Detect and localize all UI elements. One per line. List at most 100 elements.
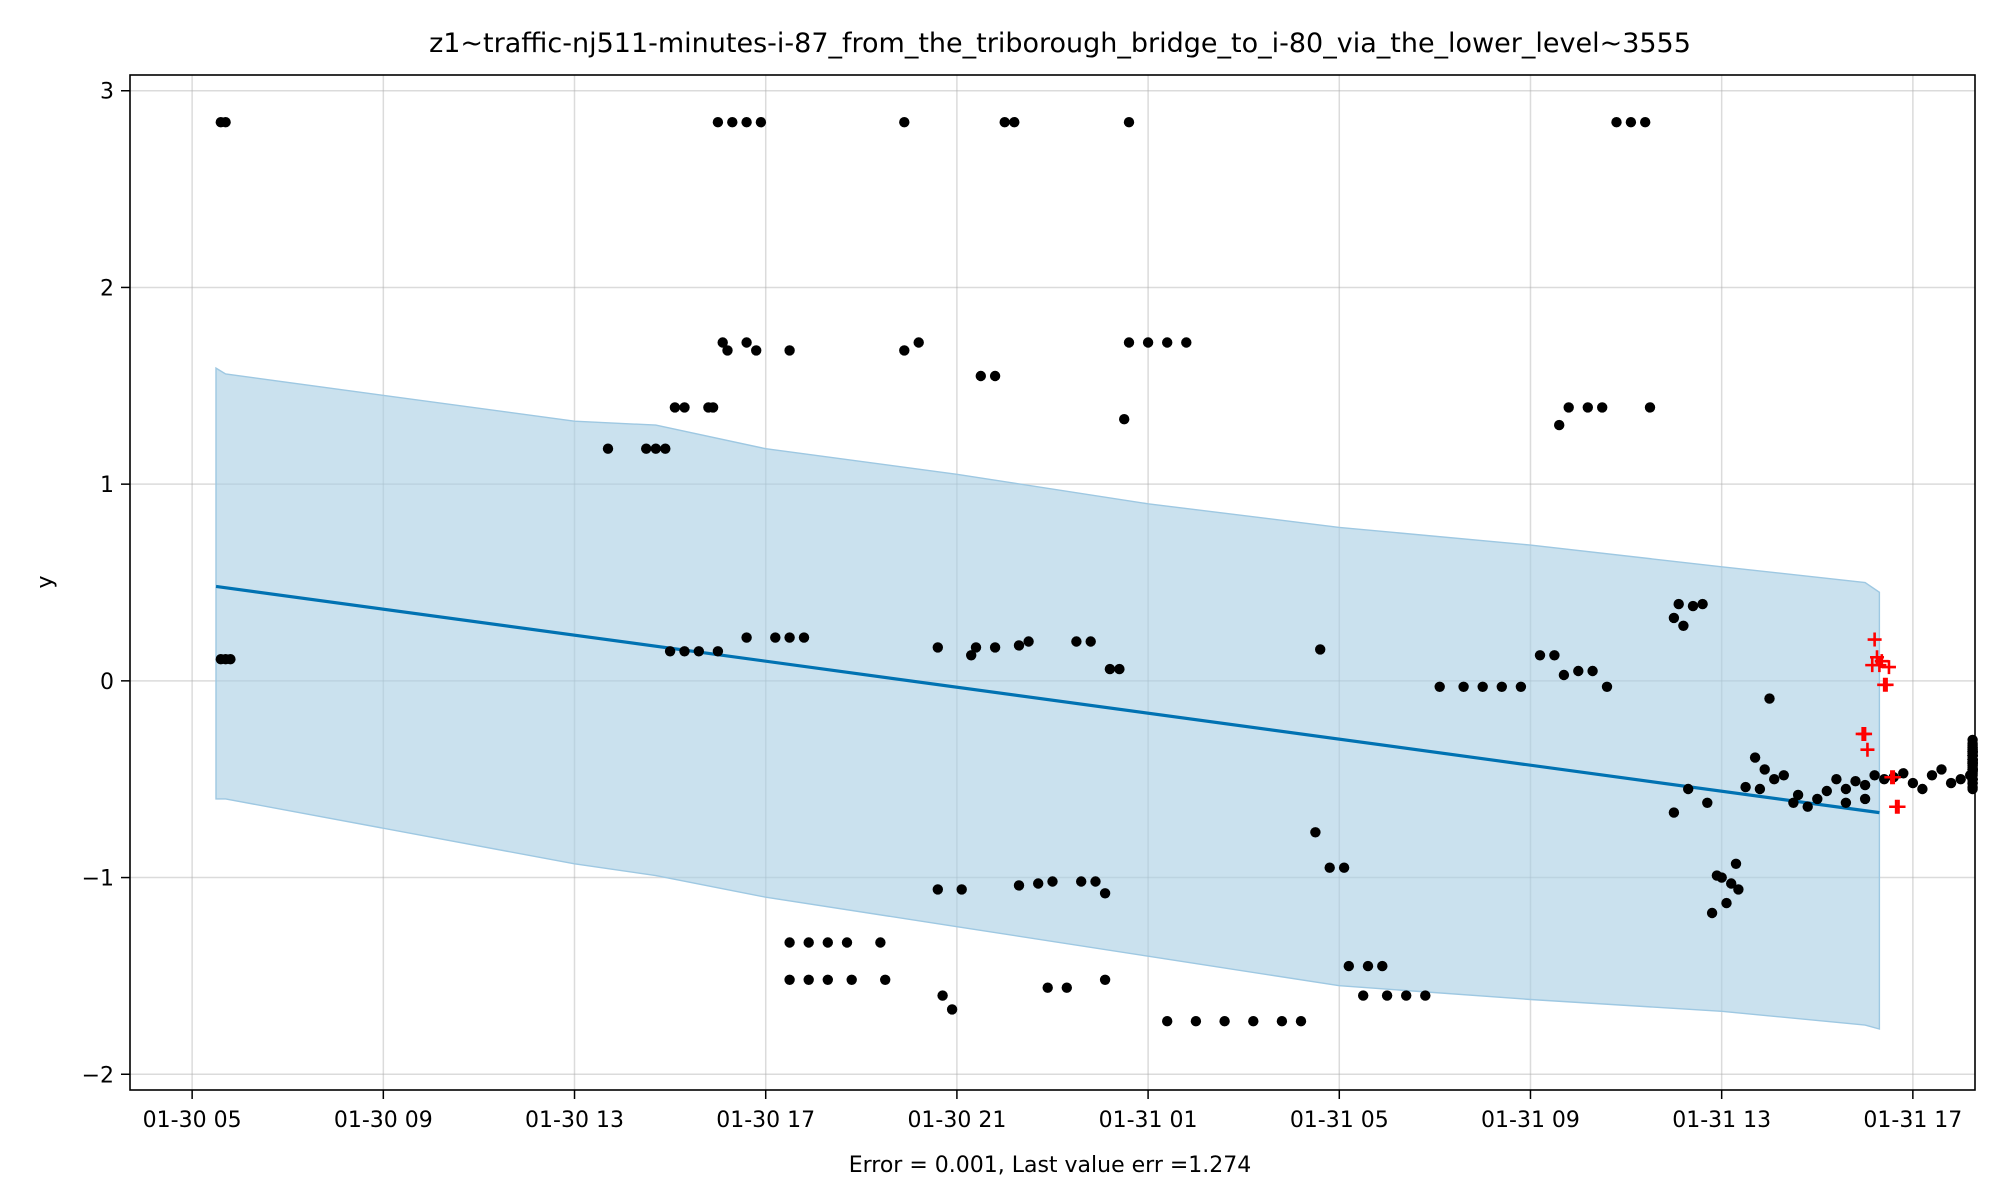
observed-point: [1859, 779, 1871, 791]
observed-point: [1597, 402, 1608, 413]
observed-point: [784, 345, 795, 356]
observed-point: [660, 443, 671, 454]
observed-point: [1936, 764, 1947, 775]
observed-point: [1377, 960, 1388, 972]
observed-point: [1840, 797, 1852, 808]
observed-point: [722, 345, 733, 356]
x-tick-label: 01-31 17: [1863, 1108, 1962, 1133]
observed-point: [1721, 897, 1732, 909]
observed-point: [1730, 858, 1742, 869]
observed-point: [1458, 681, 1469, 692]
observed-point: [841, 937, 853, 948]
observed-point: [1496, 681, 1508, 692]
observed-point: [1716, 872, 1727, 883]
forecast-point: [1874, 654, 1889, 669]
observed-point: [803, 974, 814, 985]
observed-point: [1582, 402, 1594, 413]
observed-point: [1821, 785, 1833, 797]
observed-point: [1534, 650, 1546, 661]
observed-point: [1558, 669, 1570, 681]
observed-point: [1687, 600, 1699, 612]
observed-point: [712, 117, 724, 128]
y-axis-ticks: −2 −1 0 1 2 3: [82, 80, 130, 1088]
observed-point: [1420, 990, 1431, 1001]
observed-points: [215, 117, 1978, 1027]
observed-point: [1477, 681, 1488, 692]
x-tick-label: 01-31 05: [1290, 1108, 1389, 1133]
observed-point: [798, 632, 810, 643]
forecast-point: [1879, 677, 1894, 692]
observed-point: [1310, 827, 1321, 838]
observed-point: [1104, 663, 1116, 675]
x-tick-label: 01-31 01: [1099, 1108, 1198, 1133]
observed-point: [755, 117, 767, 128]
observed-point: [846, 974, 857, 985]
observed-point: [1076, 876, 1087, 887]
observed-point: [1090, 876, 1101, 887]
observed-point: [1085, 636, 1096, 647]
observed-point: [1869, 770, 1880, 781]
observed-point: [1788, 797, 1799, 808]
observed-point: [1759, 764, 1770, 775]
forecast-point: [1867, 632, 1882, 647]
observed-point: [741, 337, 752, 348]
forecast-point: [1881, 660, 1896, 675]
observed-point: [1401, 990, 1412, 1001]
observed-point: [1769, 774, 1780, 785]
observed-point: [784, 632, 795, 643]
observed-point: [1625, 117, 1637, 128]
observed-point: [741, 632, 752, 643]
observed-point: [1381, 990, 1393, 1001]
observed-point: [1071, 636, 1082, 647]
observed-point: [1778, 770, 1790, 781]
observed-point: [770, 632, 781, 643]
observed-point: [1587, 665, 1598, 677]
observed-point: [1749, 752, 1761, 763]
observed-point: [1563, 402, 1574, 413]
observed-point: [707, 402, 719, 413]
observed-point: [602, 443, 614, 454]
observed-point: [1706, 907, 1718, 919]
observed-point: [1162, 337, 1173, 348]
observed-point: [1945, 777, 1957, 789]
observed-point: [1023, 636, 1034, 647]
chart-title: z1~traffic-nj511-minutes-i-87_from_the_t…: [429, 28, 1691, 59]
x-tick-label: 01-30 05: [143, 1108, 242, 1133]
observed-point: [784, 937, 795, 948]
observed-point: [899, 345, 910, 356]
y-tick-label: 2: [100, 276, 114, 301]
observed-point: [875, 937, 886, 948]
observed-point: [999, 117, 1010, 128]
observed-point: [1033, 878, 1044, 889]
observed-point: [1042, 982, 1053, 993]
observed-point: [932, 642, 943, 653]
observed-point: [932, 884, 943, 895]
y-tick-label: −1: [82, 867, 114, 892]
observed-point: [899, 117, 910, 128]
observed-point: [975, 370, 986, 382]
observed-point: [937, 990, 948, 1001]
observed-point: [1802, 801, 1813, 812]
x-axis-label: Error = 0.001, Last value err =1.274: [849, 1153, 1252, 1178]
x-axis-ticks: 01-30 05 01-30 09 01-30 13 01-30 17 01-30 21…: [143, 1090, 1962, 1133]
observed-point: [727, 117, 738, 128]
observed-point: [1343, 960, 1355, 972]
observed-point: [1338, 862, 1350, 873]
observed-point: [751, 345, 762, 356]
observed-point: [1697, 598, 1708, 610]
observed-point: [1573, 665, 1584, 677]
observed-point: [1181, 337, 1192, 348]
observed-point: [1362, 960, 1374, 972]
observed-point: [1907, 777, 1919, 789]
observed-point: [1549, 650, 1560, 661]
observed-point: [1190, 1016, 1202, 1027]
observed-point: [784, 974, 795, 985]
observed-point: [679, 402, 690, 413]
observed-point: [803, 937, 814, 948]
forecast-point: [1891, 799, 1906, 814]
observed-point: [1668, 612, 1680, 624]
forecast-point: [1858, 726, 1873, 741]
observed-point: [1840, 783, 1852, 795]
observed-point: [225, 654, 236, 665]
observed-point: [1812, 793, 1823, 805]
